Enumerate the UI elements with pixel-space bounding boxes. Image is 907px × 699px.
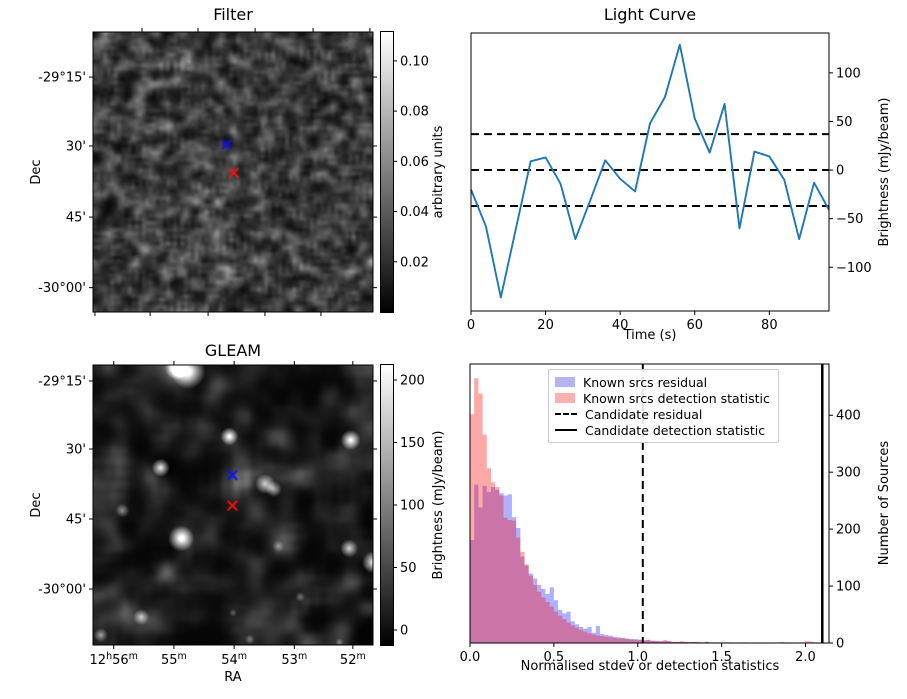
legend-item-known-residual: Known srcs residual xyxy=(555,374,770,390)
colorbar-tick-label: 200 xyxy=(400,374,425,389)
gleam-panel-title: GLEAM xyxy=(204,341,262,360)
filter-colorbar-label: arbitrary units xyxy=(431,125,446,219)
y-tick-label: 0 xyxy=(836,637,844,652)
colorbar-tick-label: 0.06 xyxy=(400,155,429,170)
light-curve-frame xyxy=(470,32,830,312)
legend-item-known-detection: Known srcs detection statistic xyxy=(555,390,770,406)
light-curve-x-axis-label: Time (s) xyxy=(623,328,677,343)
known-detection-swatch xyxy=(555,393,575,403)
gleam-sky-image xyxy=(93,365,373,645)
ra-tick-label: 12h​56m​ xyxy=(90,651,138,668)
legend-label: Candidate detection statistic xyxy=(585,422,766,438)
histogram-y-axis-label: Number of Sources xyxy=(877,440,892,566)
dashed-line-swatch xyxy=(555,413,577,415)
known-residual-swatch xyxy=(555,377,575,387)
y-tick-label: 0 xyxy=(836,164,844,179)
y-tick-label: −50 xyxy=(836,212,863,227)
y-tick-label: 50 xyxy=(836,115,853,130)
dec-tick-label: 45' xyxy=(66,513,86,528)
y-tick-label: 300 xyxy=(836,466,861,481)
dec-tick-label: -30°00' xyxy=(38,281,86,296)
legend-label: Known srcs residual xyxy=(583,374,708,390)
solid-line-swatch xyxy=(555,429,577,431)
dec-tick-label: -29°15' xyxy=(38,374,86,389)
colorbar-tick-label: 0.10 xyxy=(400,54,429,69)
y-tick-label: −100 xyxy=(836,261,872,276)
colorbar-tick-label: 0.04 xyxy=(400,205,429,220)
dec-tick-label: 45' xyxy=(66,211,86,226)
y-tick-label: 100 xyxy=(836,580,861,595)
y-tick-label: 100 xyxy=(836,66,861,81)
light-curve-line xyxy=(470,43,830,299)
histogram-known-residual xyxy=(470,484,823,643)
light-curve-panel-title: Light Curve xyxy=(603,5,697,24)
y-tick-label: 400 xyxy=(836,409,861,424)
filter-sky-image xyxy=(93,32,373,312)
colorbar-tick-label: 100 xyxy=(400,499,425,514)
gleam-dec-axis-label: Dec xyxy=(29,492,44,518)
light-curve-y-axis-label: Brightness (mJy/beam) xyxy=(877,97,892,247)
ra-tick-label: 55m​ xyxy=(161,651,187,668)
colorbar-tick-label: 150 xyxy=(400,436,425,451)
ra-tick-label: 53m​ xyxy=(281,651,307,668)
colorbar-tick-label: 0.08 xyxy=(400,105,429,120)
legend-label: Known srcs detection statistic xyxy=(583,390,770,406)
histogram-legend: Known srcs residual Known srcs detection… xyxy=(548,369,779,443)
colorbar-tick-label: 0 xyxy=(400,624,408,639)
filter-colorbar xyxy=(380,31,394,313)
dec-tick-label: 30' xyxy=(66,139,86,154)
ra-tick-label: 54m​ xyxy=(221,651,247,668)
legend-item-candidate-residual: Candidate residual xyxy=(555,406,770,422)
filter-dec-axis-label: Dec xyxy=(29,159,44,185)
colorbar-tick-label: 50 xyxy=(400,561,417,576)
colorbar-tick-label: 0.02 xyxy=(400,255,429,270)
legend-label: Candidate residual xyxy=(585,406,703,422)
filter-panel-title: Filter xyxy=(213,5,253,24)
ra-tick-label: 52m​ xyxy=(340,651,366,668)
gleam-colorbar xyxy=(380,364,394,646)
y-tick-label: 200 xyxy=(836,523,861,538)
gleam-x-axis-label: RA xyxy=(224,670,242,685)
histogram-x-axis-label: Normalised stdev or detection statistics xyxy=(520,659,780,674)
dec-tick-label: 30' xyxy=(66,443,86,458)
legend-item-candidate-detection: Candidate detection statistic xyxy=(555,422,770,438)
gleam-colorbar-label: Brightness (mJy/beam) xyxy=(431,430,446,580)
